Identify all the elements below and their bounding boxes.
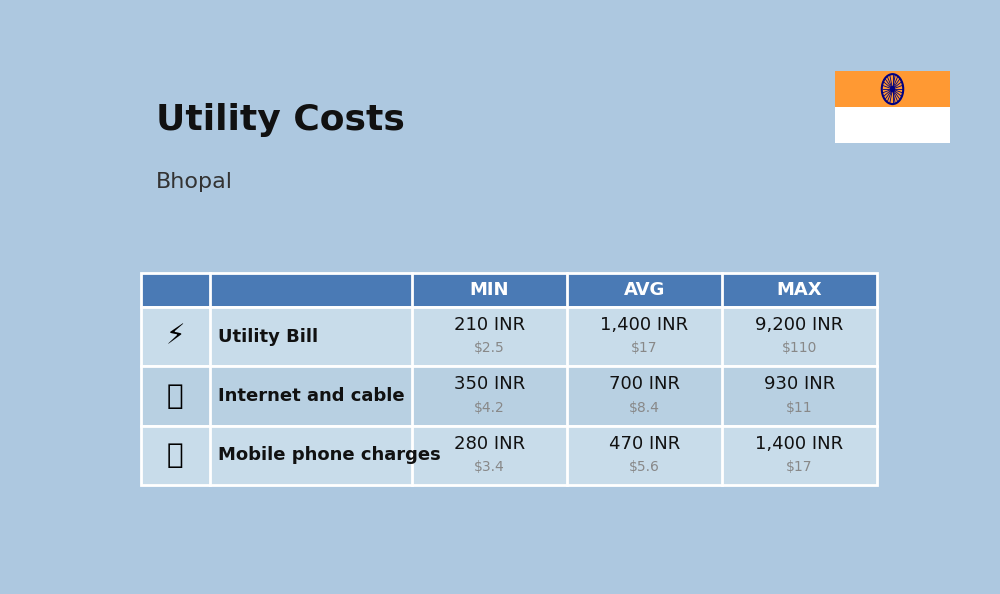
Text: 930 INR: 930 INR xyxy=(764,375,835,393)
Text: Utility Bill: Utility Bill xyxy=(218,327,318,346)
FancyBboxPatch shape xyxy=(140,366,877,426)
Text: Internet and cable: Internet and cable xyxy=(218,387,405,405)
Text: 470 INR: 470 INR xyxy=(609,435,680,453)
Bar xyxy=(835,71,950,107)
Text: 📱: 📱 xyxy=(167,441,184,469)
Circle shape xyxy=(891,87,894,91)
FancyBboxPatch shape xyxy=(140,307,877,366)
Text: 350 INR: 350 INR xyxy=(454,375,525,393)
Text: $110: $110 xyxy=(782,342,817,355)
Text: $3.4: $3.4 xyxy=(474,460,505,475)
FancyBboxPatch shape xyxy=(140,426,877,485)
Text: $4.2: $4.2 xyxy=(474,401,505,415)
Text: Utility Costs: Utility Costs xyxy=(156,103,405,137)
Text: Bhopal: Bhopal xyxy=(156,172,233,192)
Text: 700 INR: 700 INR xyxy=(609,375,680,393)
Text: MIN: MIN xyxy=(470,281,509,299)
Text: Mobile phone charges: Mobile phone charges xyxy=(218,447,441,465)
FancyBboxPatch shape xyxy=(140,273,877,307)
Text: AVG: AVG xyxy=(624,281,665,299)
Text: 280 INR: 280 INR xyxy=(454,435,525,453)
Text: 210 INR: 210 INR xyxy=(454,315,525,334)
Text: ⚡: ⚡ xyxy=(166,323,185,350)
Text: 9,200 INR: 9,200 INR xyxy=(755,315,843,334)
Text: $5.6: $5.6 xyxy=(629,460,660,475)
Text: 1,400 INR: 1,400 INR xyxy=(600,315,688,334)
Text: $2.5: $2.5 xyxy=(474,342,505,355)
Text: $17: $17 xyxy=(631,342,658,355)
Text: $8.4: $8.4 xyxy=(629,401,660,415)
Bar xyxy=(835,107,950,143)
Text: MAX: MAX xyxy=(776,281,822,299)
Bar xyxy=(835,143,950,178)
Text: 1,400 INR: 1,400 INR xyxy=(755,435,843,453)
Text: 📶: 📶 xyxy=(167,382,184,410)
Text: $11: $11 xyxy=(786,401,813,415)
Text: $17: $17 xyxy=(786,460,812,475)
